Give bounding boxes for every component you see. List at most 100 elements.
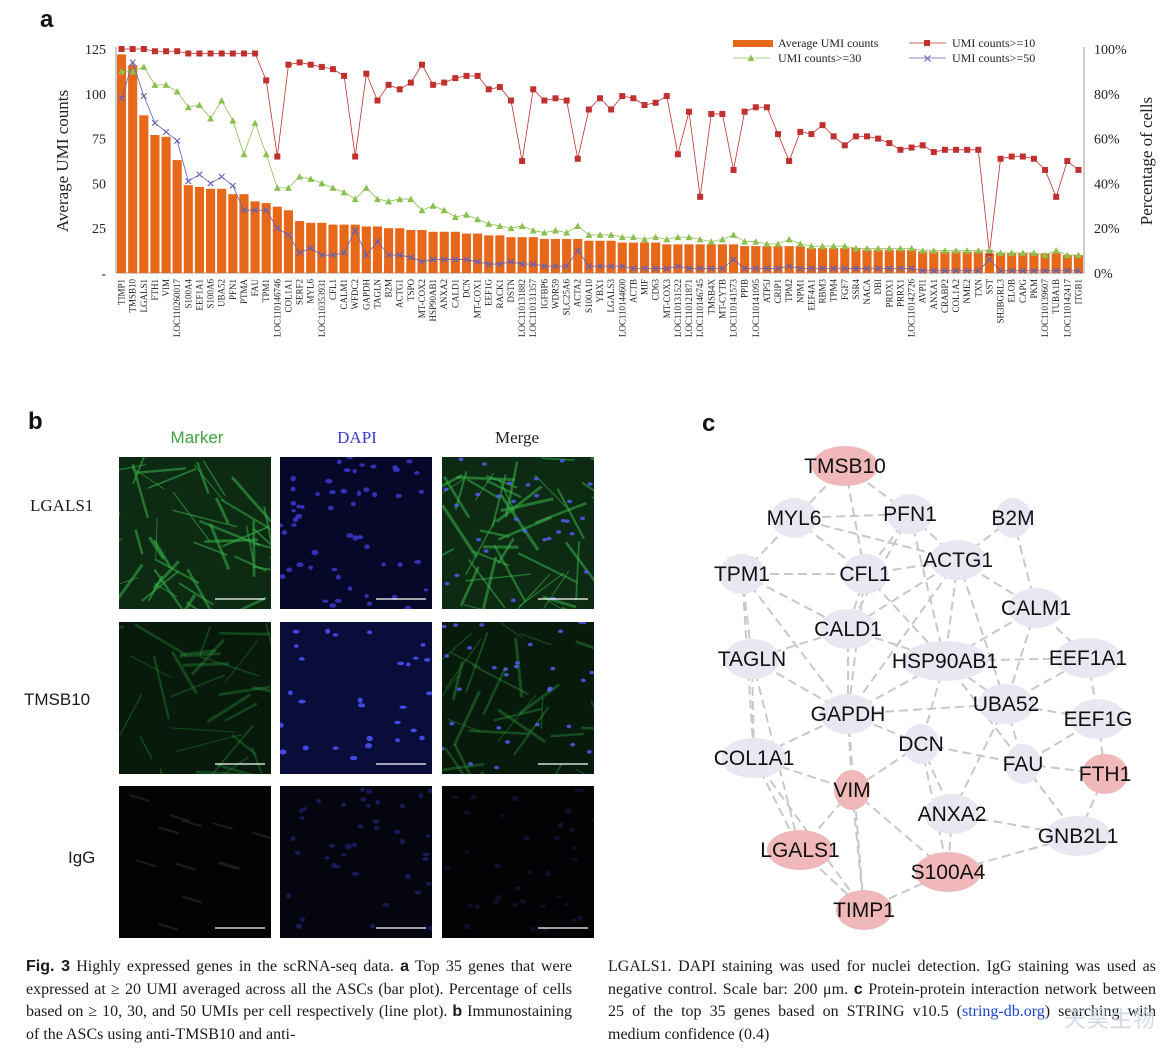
x-tick-label: TAGLN bbox=[372, 279, 382, 309]
marker-fifty bbox=[318, 251, 326, 259]
marker-fifty bbox=[340, 249, 348, 257]
bar-ATP5J bbox=[762, 246, 772, 273]
marker-ten bbox=[797, 128, 804, 135]
x-tick-label: LOC110131357 bbox=[528, 279, 538, 338]
bar-LGALS3 bbox=[606, 240, 616, 273]
caption-right: LGALS1. DAPI staining was used for nucle… bbox=[608, 956, 1156, 1046]
x-tick-label: SST bbox=[984, 279, 994, 295]
bar-WFDC2 bbox=[350, 224, 360, 273]
bar-UBA52 bbox=[217, 188, 227, 273]
node-fau bbox=[1005, 744, 1041, 784]
marker-thirty bbox=[607, 231, 615, 238]
marker-fifty bbox=[1019, 267, 1026, 274]
x-tick-label: IGFBP6 bbox=[539, 279, 549, 310]
micro-image-tmsb10-marker bbox=[119, 622, 271, 774]
node-label: PFN1 bbox=[883, 503, 937, 526]
x-tick-label: CD63 bbox=[651, 279, 661, 301]
bar-MT-CYTB bbox=[717, 244, 727, 273]
node-label: GAPDH bbox=[811, 703, 886, 726]
marker-ten bbox=[396, 86, 403, 93]
x-tick-label: ELOB bbox=[1007, 279, 1017, 303]
marker-thirty bbox=[1074, 251, 1082, 259]
marker-fifty bbox=[185, 177, 192, 185]
network-edge bbox=[847, 559, 959, 715]
marker-ten bbox=[574, 155, 581, 162]
bar-EEF1G bbox=[484, 235, 494, 273]
bar-LOC110142417 bbox=[1062, 255, 1072, 273]
marker-thirty bbox=[1052, 247, 1060, 254]
marker-ten bbox=[1042, 166, 1049, 173]
marker-fifty bbox=[574, 247, 581, 254]
x-tick-label: CFL1 bbox=[328, 279, 338, 300]
marker-thirty bbox=[841, 242, 849, 250]
bar-COL1A2 bbox=[951, 251, 961, 273]
string-db-link[interactable]: string-db.org bbox=[961, 1003, 1045, 1020]
node-cald1 bbox=[820, 609, 876, 649]
marker-thirty bbox=[240, 150, 248, 158]
marker-fifty bbox=[463, 256, 470, 263]
bar-SSR4 bbox=[851, 247, 861, 273]
micro-image-igg-marker bbox=[119, 786, 271, 938]
marker-fifty bbox=[563, 263, 570, 270]
umi-chart: 125 100 75 50 25 - 100% 80% 60% 40% 20% 0% Average U… bbox=[53, 36, 1156, 338]
bar-TMSB10 bbox=[128, 65, 138, 274]
bar-MT-COX2 bbox=[417, 229, 427, 273]
node-gapdh bbox=[820, 694, 876, 734]
marker-ten bbox=[430, 81, 437, 88]
bar-TXN bbox=[973, 251, 983, 273]
bar-CFL1 bbox=[328, 224, 338, 273]
x-tick-label: LOC110142417 bbox=[1062, 279, 1072, 338]
x-tick-label: CALD1 bbox=[450, 279, 460, 308]
marker-fifty bbox=[652, 265, 659, 272]
bar-DBI bbox=[873, 249, 883, 273]
x-tick-label: MT-COX1 bbox=[473, 279, 483, 318]
marker-thirty bbox=[674, 233, 682, 241]
x-tick-label: TUBA1B bbox=[1051, 279, 1061, 314]
marker-thirty bbox=[362, 184, 370, 191]
marker-thirty bbox=[351, 195, 359, 203]
bar-LOC110141573 bbox=[728, 244, 739, 273]
node-label: EEF1A1 bbox=[1049, 647, 1127, 670]
marker-ten bbox=[619, 93, 626, 100]
marker-ten bbox=[207, 50, 214, 57]
marker-thirty bbox=[162, 81, 170, 88]
marker-ten bbox=[975, 146, 982, 153]
x-tick-label: PRRX1 bbox=[895, 279, 905, 307]
marker-ten bbox=[296, 59, 303, 66]
x-tick-label: EEF1A1 bbox=[194, 279, 204, 311]
bar-PTMA bbox=[239, 194, 249, 273]
marker-ten bbox=[741, 108, 748, 115]
node-eef1g bbox=[1070, 699, 1126, 739]
node-label: HSP90AB1 bbox=[892, 650, 998, 673]
marker-fifty bbox=[140, 92, 148, 100]
bar-LOC110139607 bbox=[1040, 253, 1050, 273]
marker-ten bbox=[652, 99, 659, 106]
marker-ten bbox=[329, 66, 336, 73]
marker-fifty bbox=[385, 251, 392, 259]
y2-axis-label: Percentage of cells bbox=[1137, 97, 1156, 225]
node-vim bbox=[834, 770, 870, 810]
x-tick-label: LGALS1 bbox=[139, 279, 149, 313]
node-col1a1 bbox=[721, 738, 787, 778]
micro-image-tmsb10-merge bbox=[442, 622, 594, 774]
bar-RBM3 bbox=[817, 247, 828, 273]
x-tick-label: DBI bbox=[873, 279, 883, 295]
x-tick-label: FAU bbox=[250, 279, 260, 297]
caption-a-text: Top 35 genes that were expressed at ≥ 20… bbox=[26, 958, 573, 1020]
micro-image-lgals1-dapi bbox=[280, 457, 432, 609]
x-tick-label: COL1A2 bbox=[951, 279, 961, 313]
marker-ten bbox=[674, 151, 681, 158]
x-tick-label: ACTG1 bbox=[395, 279, 405, 308]
bar-SERF2 bbox=[295, 221, 305, 273]
marker-fifty bbox=[663, 265, 670, 272]
marker-thirty bbox=[418, 206, 426, 214]
marker-fifty bbox=[229, 182, 237, 189]
marker-fifty bbox=[307, 245, 314, 252]
caption-c-text: Protein-protein interaction network betw… bbox=[608, 980, 1157, 1021]
x-tick-label: PKM bbox=[1029, 279, 1039, 299]
node-label: MYL6 bbox=[767, 507, 822, 530]
marker-ten bbox=[886, 140, 893, 147]
marker-thirty bbox=[896, 244, 904, 252]
marker-thirty bbox=[807, 242, 815, 250]
marker-ten bbox=[118, 46, 125, 52]
